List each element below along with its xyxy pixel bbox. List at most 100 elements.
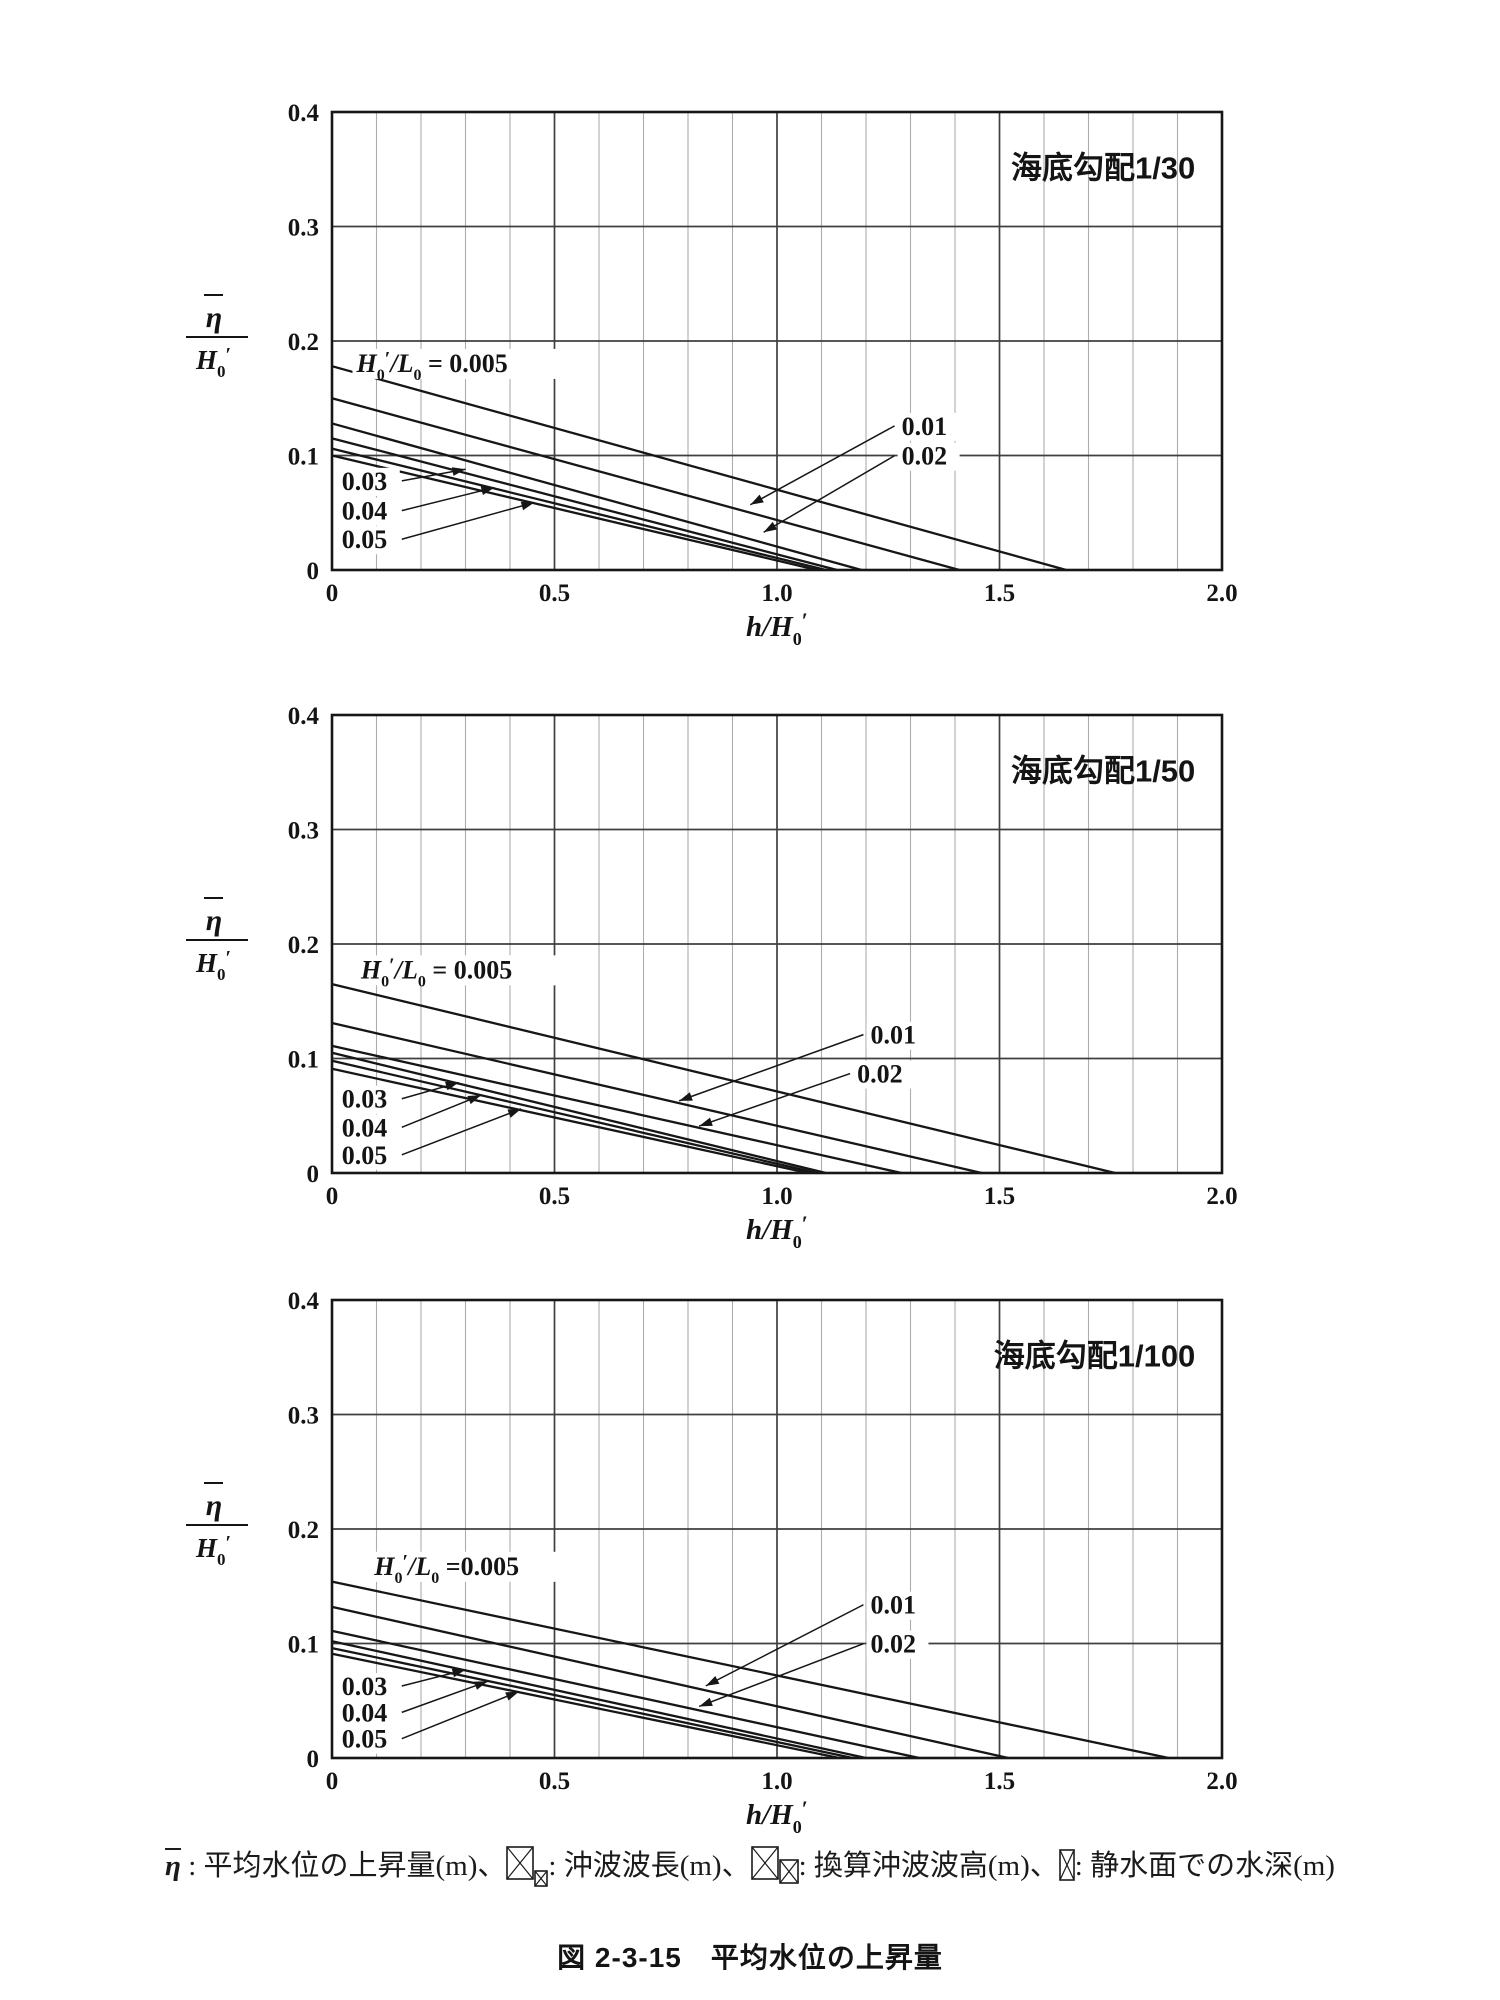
annotation-arrowhead xyxy=(480,486,495,495)
missing-glyph-box xyxy=(778,1859,799,1884)
x-axis-tick-label: 0.5 xyxy=(539,580,570,607)
y-axis-tick-label: 0.4 xyxy=(288,100,320,127)
x-axis-tick-label: 0 xyxy=(326,1183,339,1210)
label-knockout xyxy=(897,412,960,441)
chart-slope-1-100: H0′/L0 =0.0050.010.020.030.040.0500.10.2… xyxy=(186,1288,1238,1837)
x-axis-label: h/H0′ xyxy=(746,1211,808,1252)
label-knockout xyxy=(853,1060,916,1089)
y-axis-label-numerator: η xyxy=(206,904,222,937)
series-annotation-label: 0.03 xyxy=(342,1672,388,1701)
tofu-diagonal xyxy=(506,1846,534,1880)
series-annotation-label: 0.02 xyxy=(902,442,948,471)
chart-title: 海底勾配1/30 xyxy=(1011,150,1195,185)
y-axis-label-denominator: H0′ xyxy=(195,947,231,984)
y-axis-tick-label: 0 xyxy=(307,1746,320,1773)
steepness-label: H0′/L0 = 0.005 xyxy=(360,954,512,990)
series-line-0.02 xyxy=(331,422,862,572)
steepness-label: H0′/L0 =0.005 xyxy=(373,1551,519,1587)
label-knockout xyxy=(337,526,400,555)
annotation-arrowhead xyxy=(750,494,764,505)
series-line-0.01 xyxy=(331,1021,982,1175)
y-axis-label-denominator: H0′ xyxy=(195,1532,231,1569)
annotation-arrowhead xyxy=(505,1691,519,1701)
series-line-0.03 xyxy=(331,1051,827,1175)
annotation-arrowhead xyxy=(699,1697,713,1707)
missing-glyph-box xyxy=(750,1846,779,1880)
series-line-0.05 xyxy=(331,454,818,572)
annotation-arrow xyxy=(401,1108,522,1156)
missing-glyph-box xyxy=(534,1870,549,1887)
tofu-diagonal xyxy=(1059,1849,1075,1881)
annotation-arrowhead xyxy=(699,1117,713,1127)
series-annotation-label: 0.01 xyxy=(902,412,948,441)
series-line-0.03 xyxy=(331,1640,867,1760)
series-line-0.03 xyxy=(331,437,838,572)
caption-text: : 平均水位の上昇量(m)、 xyxy=(180,1850,507,1882)
annotation-arrowhead xyxy=(451,467,466,476)
y-axis-tick-label: 0.3 xyxy=(288,215,319,242)
label-knockout xyxy=(337,1141,400,1170)
plot-border xyxy=(330,1298,1224,1760)
annotation-arrow xyxy=(401,1690,520,1740)
steepness-label: H0′/L0 = 0.005 xyxy=(355,348,507,384)
x-axis-label: h/H0′ xyxy=(746,608,808,649)
tofu-rect xyxy=(750,1846,779,1880)
annotation-arrow xyxy=(678,1033,864,1102)
tofu-rect xyxy=(1058,1849,1075,1881)
series-annotation-label: 0.01 xyxy=(870,1021,916,1050)
y-axis-label-numerator: η xyxy=(206,1489,222,1522)
x-axis-tick-label: 1.5 xyxy=(984,1768,1015,1795)
series-annotation-label: 0.01 xyxy=(870,1591,916,1620)
label-knockout xyxy=(337,1673,400,1702)
series-line-0.005 xyxy=(331,365,1067,572)
x-axis-tick-label: 0 xyxy=(326,1768,339,1795)
label-knockout xyxy=(356,955,575,986)
annotation-arrowhead xyxy=(467,1095,482,1105)
y-axis-tick-label: 0.4 xyxy=(288,1288,320,1315)
series-annotation-label: 0.03 xyxy=(342,467,388,496)
series-annotation-label: 0.05 xyxy=(342,1725,388,1754)
y-axis-tick-label: 0.2 xyxy=(288,329,319,356)
series-line-0.05 xyxy=(331,1652,840,1760)
x-axis-tick-label: 0 xyxy=(326,580,339,607)
eta-bar-symbol: η xyxy=(165,1850,181,1882)
label-knockout xyxy=(352,348,571,379)
label-knockout xyxy=(337,497,400,526)
series-annotation-label: 0.02 xyxy=(857,1060,903,1089)
series-line-0.01 xyxy=(331,397,960,572)
figure-title: 図 2-3-15 平均水位の上昇量 xyxy=(557,1942,943,1973)
annotation-arrowhead xyxy=(507,1108,522,1118)
caption-text: : 換算沖波波高(m)、 xyxy=(798,1850,1059,1882)
series-line-0.02 xyxy=(331,1044,902,1175)
y-axis-tick-label: 0.1 xyxy=(288,444,319,471)
x-axis-tick-label: 1.5 xyxy=(984,1183,1015,1210)
x-axis-tick-label: 1.0 xyxy=(761,1183,792,1210)
x-axis-tick-label: 2.0 xyxy=(1206,1183,1237,1210)
series-line-0.02 xyxy=(331,1629,920,1760)
series-line-0.005 xyxy=(331,1580,1169,1760)
y-axis-tick-label: 0.4 xyxy=(288,703,320,730)
label-knockout xyxy=(337,1085,400,1114)
label-knockout xyxy=(337,467,400,496)
label-knockout xyxy=(866,1630,929,1659)
x-axis-tick-label: 0.5 xyxy=(539,1768,570,1795)
missing-glyph-box xyxy=(506,1846,535,1880)
series-line-0.005 xyxy=(331,982,1116,1175)
chart-slope-1-50: H0′/L0 = 0.0050.010.020.030.040.0500.10.… xyxy=(186,703,1238,1252)
series-annotation-label: 0.04 xyxy=(342,1698,388,1727)
y-axis-tick-label: 0.3 xyxy=(288,818,319,845)
series-line-0.01 xyxy=(331,1605,1009,1760)
caption-text: : 沖波波長(m)、 xyxy=(548,1850,751,1882)
label-knockout xyxy=(337,1725,400,1754)
label-knockout xyxy=(337,1699,400,1728)
tofu-diagonal xyxy=(534,1870,548,1887)
y-axis-label-numerator: η xyxy=(206,301,222,334)
label-knockout xyxy=(370,1551,589,1582)
annotation-arrow xyxy=(401,1680,489,1714)
y-axis-tick-label: 0.1 xyxy=(288,1632,319,1659)
annotation-arrow xyxy=(401,1094,482,1129)
caption-text: : 静水面での水深(m) xyxy=(1074,1850,1335,1882)
x-axis-tick-label: 1.0 xyxy=(761,1768,792,1795)
series-annotation-label: 0.05 xyxy=(342,525,388,554)
